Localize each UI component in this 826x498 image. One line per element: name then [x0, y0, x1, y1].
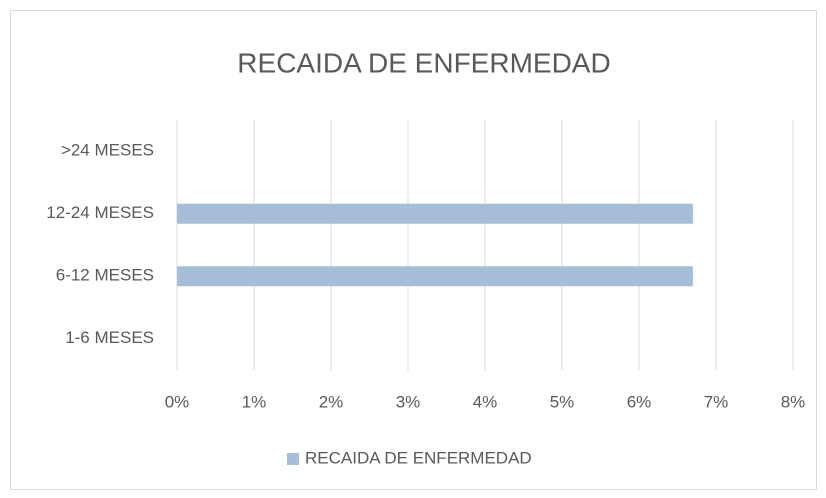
legend-swatch	[287, 453, 299, 465]
x-tick-label: 5%	[550, 392, 575, 411]
bar	[177, 203, 693, 224]
x-tick-label: 4%	[473, 392, 498, 411]
chart-title: RECAIDA DE ENFERMEDAD	[237, 47, 610, 78]
x-tick-label: 6%	[627, 392, 652, 411]
legend-label: RECAIDA DE ENFERMEDAD	[305, 448, 532, 467]
x-tick-label: 3%	[396, 392, 421, 411]
y-tick-label: >24 MESES	[61, 141, 154, 160]
x-tick-label: 1%	[242, 392, 267, 411]
x-tick-label: 2%	[319, 392, 344, 411]
chart-frame	[10, 10, 817, 490]
x-tick-label: 8%	[781, 392, 806, 411]
y-tick-label: 6-12 MESES	[56, 266, 154, 285]
bar	[177, 266, 693, 287]
x-tick-label: 7%	[704, 392, 729, 411]
y-tick-label: 12-24 MESES	[46, 203, 154, 222]
x-tick-label: 0%	[165, 392, 190, 411]
y-tick-label: 1-6 MESES	[65, 328, 154, 347]
